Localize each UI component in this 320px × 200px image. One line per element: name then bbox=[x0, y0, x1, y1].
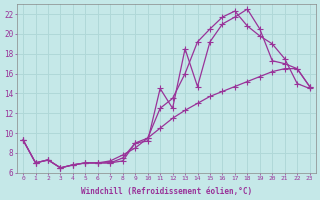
X-axis label: Windchill (Refroidissement éolien,°C): Windchill (Refroidissement éolien,°C) bbox=[81, 187, 252, 196]
